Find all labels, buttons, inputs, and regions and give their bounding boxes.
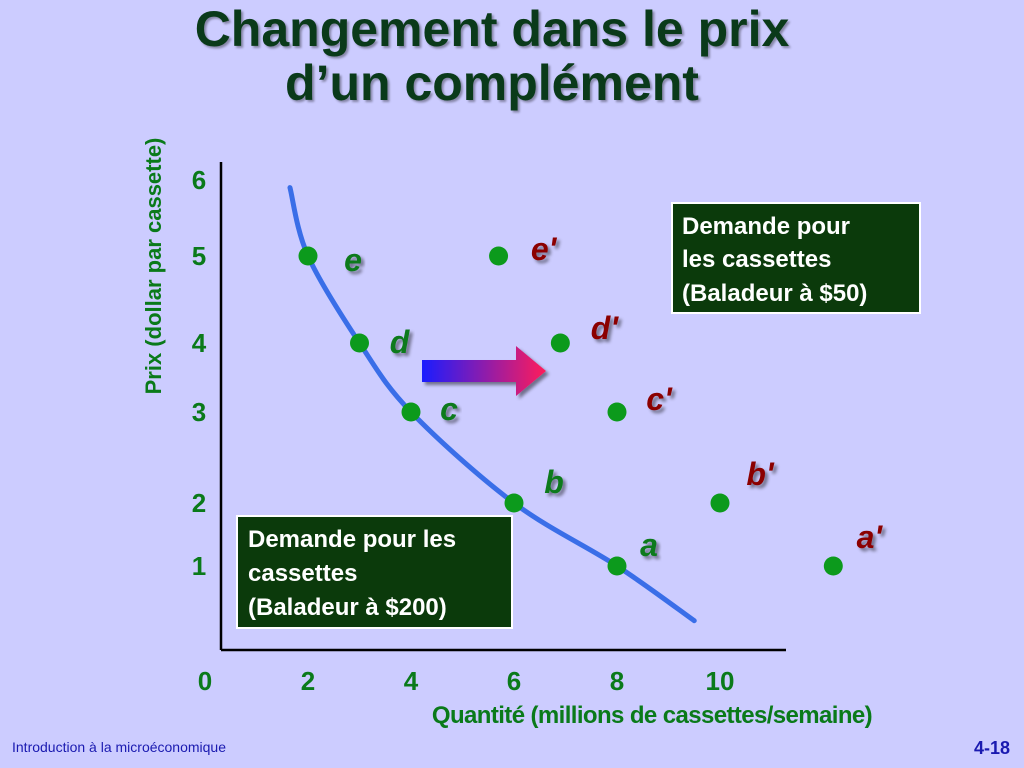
point-label-a: a <box>640 527 658 563</box>
data-point-b-prime <box>710 493 730 513</box>
y-tick-label-3: 3 <box>192 397 206 427</box>
point-label-a-prime: a' <box>857 519 884 555</box>
point-label-d-prime: d' <box>591 310 620 346</box>
point-label-c: c <box>440 391 458 427</box>
point-label-b: b <box>544 464 564 500</box>
annotation-line-2-2: les cassettes <box>682 246 831 273</box>
x-tick-label-6: 6 <box>507 666 521 696</box>
x-tick-label-0: 0 <box>198 666 212 696</box>
annotation-box-1: Demande pour les cassettes (Baladeur à $20… <box>236 515 513 629</box>
annotation-line-1-2: cassettes <box>248 560 357 587</box>
point-label-e: e <box>344 242 362 278</box>
annotation-line-2-1: Demande pour <box>682 213 850 240</box>
point-label-b-prime: b' <box>746 456 775 492</box>
x-tick-label-10: 10 <box>706 666 735 696</box>
y-tick-label-2: 2 <box>192 488 206 518</box>
data-point-d-prime <box>550 333 570 353</box>
point-label-e-prime: e' <box>531 231 558 267</box>
title-line-1: Changement dans le prix <box>194 1 790 57</box>
y-tick-label-5: 5 <box>192 241 206 271</box>
annotation-line-1-3: (Baladeur à $200) <box>248 594 447 621</box>
footer-slide-number: 4-18 <box>973 738 1010 758</box>
data-point-c <box>401 402 421 422</box>
x-tick-label-4: 4 <box>404 666 419 696</box>
data-point-b <box>504 493 524 513</box>
annotation-box-bg-1 <box>236 515 513 629</box>
annotation-line-1-1: Demande pour les <box>248 526 456 553</box>
data-point-e-prime <box>489 246 509 266</box>
data-point-a <box>607 556 627 576</box>
annotation-box-2: Demande pour les cassettes (Baladeur à $50… <box>671 202 921 314</box>
data-point-d <box>350 333 369 353</box>
y-tick-label-4: 4 <box>192 328 207 358</box>
slide-title: Changement dans le prix d’un complément <box>0 2 984 110</box>
title-line-2: d’un complément <box>285 55 699 111</box>
shift-arrow-shape <box>422 346 546 396</box>
data-point-e <box>298 246 318 266</box>
footer-course-title: Introduction à la microéconomique <box>12 739 227 755</box>
y-tick-label-1: 1 <box>192 551 206 581</box>
data-point-c-prime <box>607 402 627 422</box>
y-tick-label-6: 6 <box>192 165 206 195</box>
annotation-line-2-3: (Baladeur à $50) <box>682 280 867 307</box>
x-tick-label-2: 2 <box>301 666 315 696</box>
data-point-a-prime <box>823 556 843 576</box>
y-axis-title: Prix (dollar par cassette) <box>141 138 166 395</box>
shift-arrow <box>422 346 546 396</box>
x-axis-title: Quantité (millions de cassettes/semaine) <box>432 702 872 729</box>
point-label-c-prime: c' <box>646 381 673 417</box>
point-label-d: d <box>390 324 411 360</box>
annotation-box-bg-2 <box>671 202 921 314</box>
x-tick-label-8: 8 <box>610 666 624 696</box>
